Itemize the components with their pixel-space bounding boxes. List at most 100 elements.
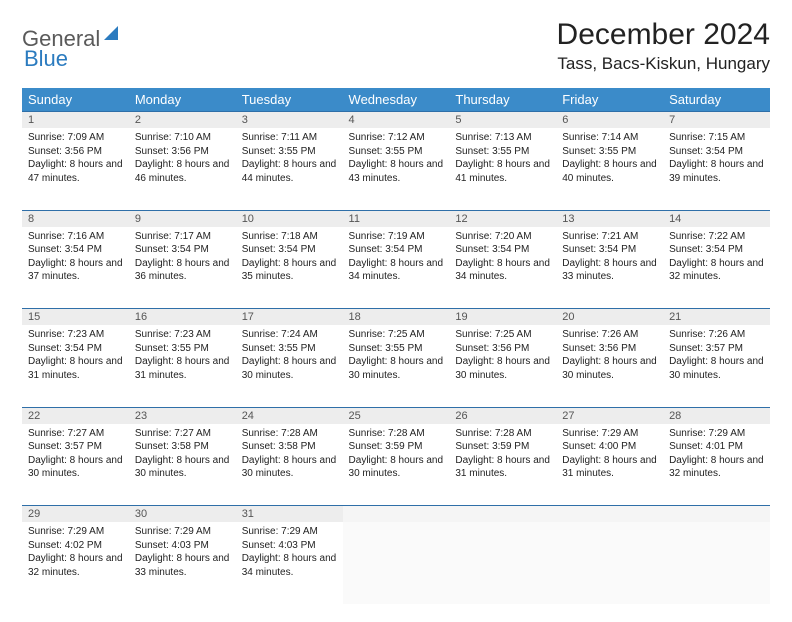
day-number-cell: 15 <box>22 309 129 326</box>
day-number-cell <box>449 506 556 523</box>
week-daynum-row: 293031 <box>22 506 770 523</box>
day-number-cell: 17 <box>236 309 343 326</box>
day-content-cell <box>449 522 556 604</box>
day-number-cell: 4 <box>343 112 450 129</box>
week-daynum-row: 22232425262728 <box>22 407 770 424</box>
day-number-cell <box>556 506 663 523</box>
sunrise-line: Sunrise: 7:20 AM <box>455 230 550 244</box>
sunrise-line: Sunrise: 7:19 AM <box>349 230 444 244</box>
daylight-line: Daylight: 8 hours and 30 minutes. <box>242 355 337 382</box>
day-number-cell: 3 <box>236 112 343 129</box>
sunrise-line: Sunrise: 7:28 AM <box>455 427 550 441</box>
day-number-cell: 30 <box>129 506 236 523</box>
day-content-cell: Sunrise: 7:29 AMSunset: 4:00 PMDaylight:… <box>556 424 663 506</box>
sunrise-line: Sunrise: 7:09 AM <box>28 131 123 145</box>
sunrise-line: Sunrise: 7:21 AM <box>562 230 657 244</box>
sunset-line: Sunset: 3:57 PM <box>669 342 764 356</box>
sunset-line: Sunset: 4:03 PM <box>242 539 337 553</box>
location-text: Tass, Bacs-Kiskun, Hungary <box>557 54 770 74</box>
sunrise-line: Sunrise: 7:25 AM <box>455 328 550 342</box>
day-content-cell: Sunrise: 7:29 AMSunset: 4:02 PMDaylight:… <box>22 522 129 604</box>
week-daynum-row: 1234567 <box>22 112 770 129</box>
daylight-line: Daylight: 8 hours and 35 minutes. <box>242 257 337 284</box>
sunrise-line: Sunrise: 7:23 AM <box>28 328 123 342</box>
day-number-cell: 25 <box>343 407 450 424</box>
daylight-line: Daylight: 8 hours and 30 minutes. <box>455 355 550 382</box>
day-number-cell: 10 <box>236 210 343 227</box>
daylight-line: Daylight: 8 hours and 40 minutes. <box>562 158 657 185</box>
day-content-cell <box>663 522 770 604</box>
day-header: Sunday <box>22 88 129 112</box>
sunset-line: Sunset: 3:54 PM <box>135 243 230 257</box>
sunrise-line: Sunrise: 7:29 AM <box>562 427 657 441</box>
daylight-line: Daylight: 8 hours and 31 minutes. <box>135 355 230 382</box>
day-content-cell: Sunrise: 7:22 AMSunset: 3:54 PMDaylight:… <box>663 227 770 309</box>
calendar-head: SundayMondayTuesdayWednesdayThursdayFrid… <box>22 88 770 112</box>
day-number-cell <box>343 506 450 523</box>
day-content-cell: Sunrise: 7:25 AMSunset: 3:56 PMDaylight:… <box>449 325 556 407</box>
sunset-line: Sunset: 3:55 PM <box>455 145 550 159</box>
day-content-cell: Sunrise: 7:10 AMSunset: 3:56 PMDaylight:… <box>129 128 236 210</box>
day-content-cell: Sunrise: 7:17 AMSunset: 3:54 PMDaylight:… <box>129 227 236 309</box>
sunrise-line: Sunrise: 7:25 AM <box>349 328 444 342</box>
sunrise-line: Sunrise: 7:28 AM <box>242 427 337 441</box>
daylight-line: Daylight: 8 hours and 32 minutes. <box>669 257 764 284</box>
sunrise-line: Sunrise: 7:26 AM <box>562 328 657 342</box>
day-number-cell: 16 <box>129 309 236 326</box>
daylight-line: Daylight: 8 hours and 30 minutes. <box>135 454 230 481</box>
daylight-line: Daylight: 8 hours and 30 minutes. <box>349 454 444 481</box>
day-content-cell: Sunrise: 7:15 AMSunset: 3:54 PMDaylight:… <box>663 128 770 210</box>
day-header: Monday <box>129 88 236 112</box>
day-number-cell: 12 <box>449 210 556 227</box>
day-number-cell: 23 <box>129 407 236 424</box>
day-content-cell: Sunrise: 7:16 AMSunset: 3:54 PMDaylight:… <box>22 227 129 309</box>
day-number-cell: 29 <box>22 506 129 523</box>
daylight-line: Daylight: 8 hours and 30 minutes. <box>669 355 764 382</box>
day-content-cell: Sunrise: 7:12 AMSunset: 3:55 PMDaylight:… <box>343 128 450 210</box>
sunrise-line: Sunrise: 7:17 AM <box>135 230 230 244</box>
title-block: December 2024 Tass, Bacs-Kiskun, Hungary <box>557 18 770 74</box>
day-content-cell: Sunrise: 7:09 AMSunset: 3:56 PMDaylight:… <box>22 128 129 210</box>
day-content-cell: Sunrise: 7:25 AMSunset: 3:55 PMDaylight:… <box>343 325 450 407</box>
sunset-line: Sunset: 4:01 PM <box>669 440 764 454</box>
daylight-line: Daylight: 8 hours and 33 minutes. <box>562 257 657 284</box>
day-number-cell: 6 <box>556 112 663 129</box>
week-content-row: Sunrise: 7:09 AMSunset: 3:56 PMDaylight:… <box>22 128 770 210</box>
sunset-line: Sunset: 3:54 PM <box>242 243 337 257</box>
daylight-line: Daylight: 8 hours and 36 minutes. <box>135 257 230 284</box>
day-header: Saturday <box>663 88 770 112</box>
sunset-line: Sunset: 3:54 PM <box>349 243 444 257</box>
day-content-cell <box>556 522 663 604</box>
day-content-cell: Sunrise: 7:11 AMSunset: 3:55 PMDaylight:… <box>236 128 343 210</box>
day-content-cell: Sunrise: 7:28 AMSunset: 3:59 PMDaylight:… <box>343 424 450 506</box>
day-number-cell: 21 <box>663 309 770 326</box>
day-content-cell: Sunrise: 7:28 AMSunset: 3:58 PMDaylight:… <box>236 424 343 506</box>
sunrise-line: Sunrise: 7:29 AM <box>669 427 764 441</box>
day-number-cell: 24 <box>236 407 343 424</box>
daylight-line: Daylight: 8 hours and 41 minutes. <box>455 158 550 185</box>
sunrise-line: Sunrise: 7:15 AM <box>669 131 764 145</box>
daylight-line: Daylight: 8 hours and 31 minutes. <box>562 454 657 481</box>
day-header: Friday <box>556 88 663 112</box>
day-header: Wednesday <box>343 88 450 112</box>
sunset-line: Sunset: 3:55 PM <box>562 145 657 159</box>
sunset-line: Sunset: 3:58 PM <box>242 440 337 454</box>
day-number-cell: 26 <box>449 407 556 424</box>
week-content-row: Sunrise: 7:29 AMSunset: 4:02 PMDaylight:… <box>22 522 770 604</box>
sunrise-line: Sunrise: 7:24 AM <box>242 328 337 342</box>
day-number-cell: 13 <box>556 210 663 227</box>
day-content-cell: Sunrise: 7:19 AMSunset: 3:54 PMDaylight:… <box>343 227 450 309</box>
daylight-line: Daylight: 8 hours and 32 minutes. <box>669 454 764 481</box>
sunset-line: Sunset: 4:00 PM <box>562 440 657 454</box>
day-content-cell: Sunrise: 7:20 AMSunset: 3:54 PMDaylight:… <box>449 227 556 309</box>
day-content-cell: Sunrise: 7:14 AMSunset: 3:55 PMDaylight:… <box>556 128 663 210</box>
day-content-cell: Sunrise: 7:28 AMSunset: 3:59 PMDaylight:… <box>449 424 556 506</box>
sunset-line: Sunset: 3:57 PM <box>28 440 123 454</box>
day-content-cell: Sunrise: 7:27 AMSunset: 3:58 PMDaylight:… <box>129 424 236 506</box>
day-content-cell: Sunrise: 7:13 AMSunset: 3:55 PMDaylight:… <box>449 128 556 210</box>
sunrise-line: Sunrise: 7:29 AM <box>28 525 123 539</box>
sunset-line: Sunset: 3:56 PM <box>562 342 657 356</box>
daylight-line: Daylight: 8 hours and 32 minutes. <box>28 552 123 579</box>
daylight-line: Daylight: 8 hours and 30 minutes. <box>349 355 444 382</box>
daylight-line: Daylight: 8 hours and 31 minutes. <box>455 454 550 481</box>
